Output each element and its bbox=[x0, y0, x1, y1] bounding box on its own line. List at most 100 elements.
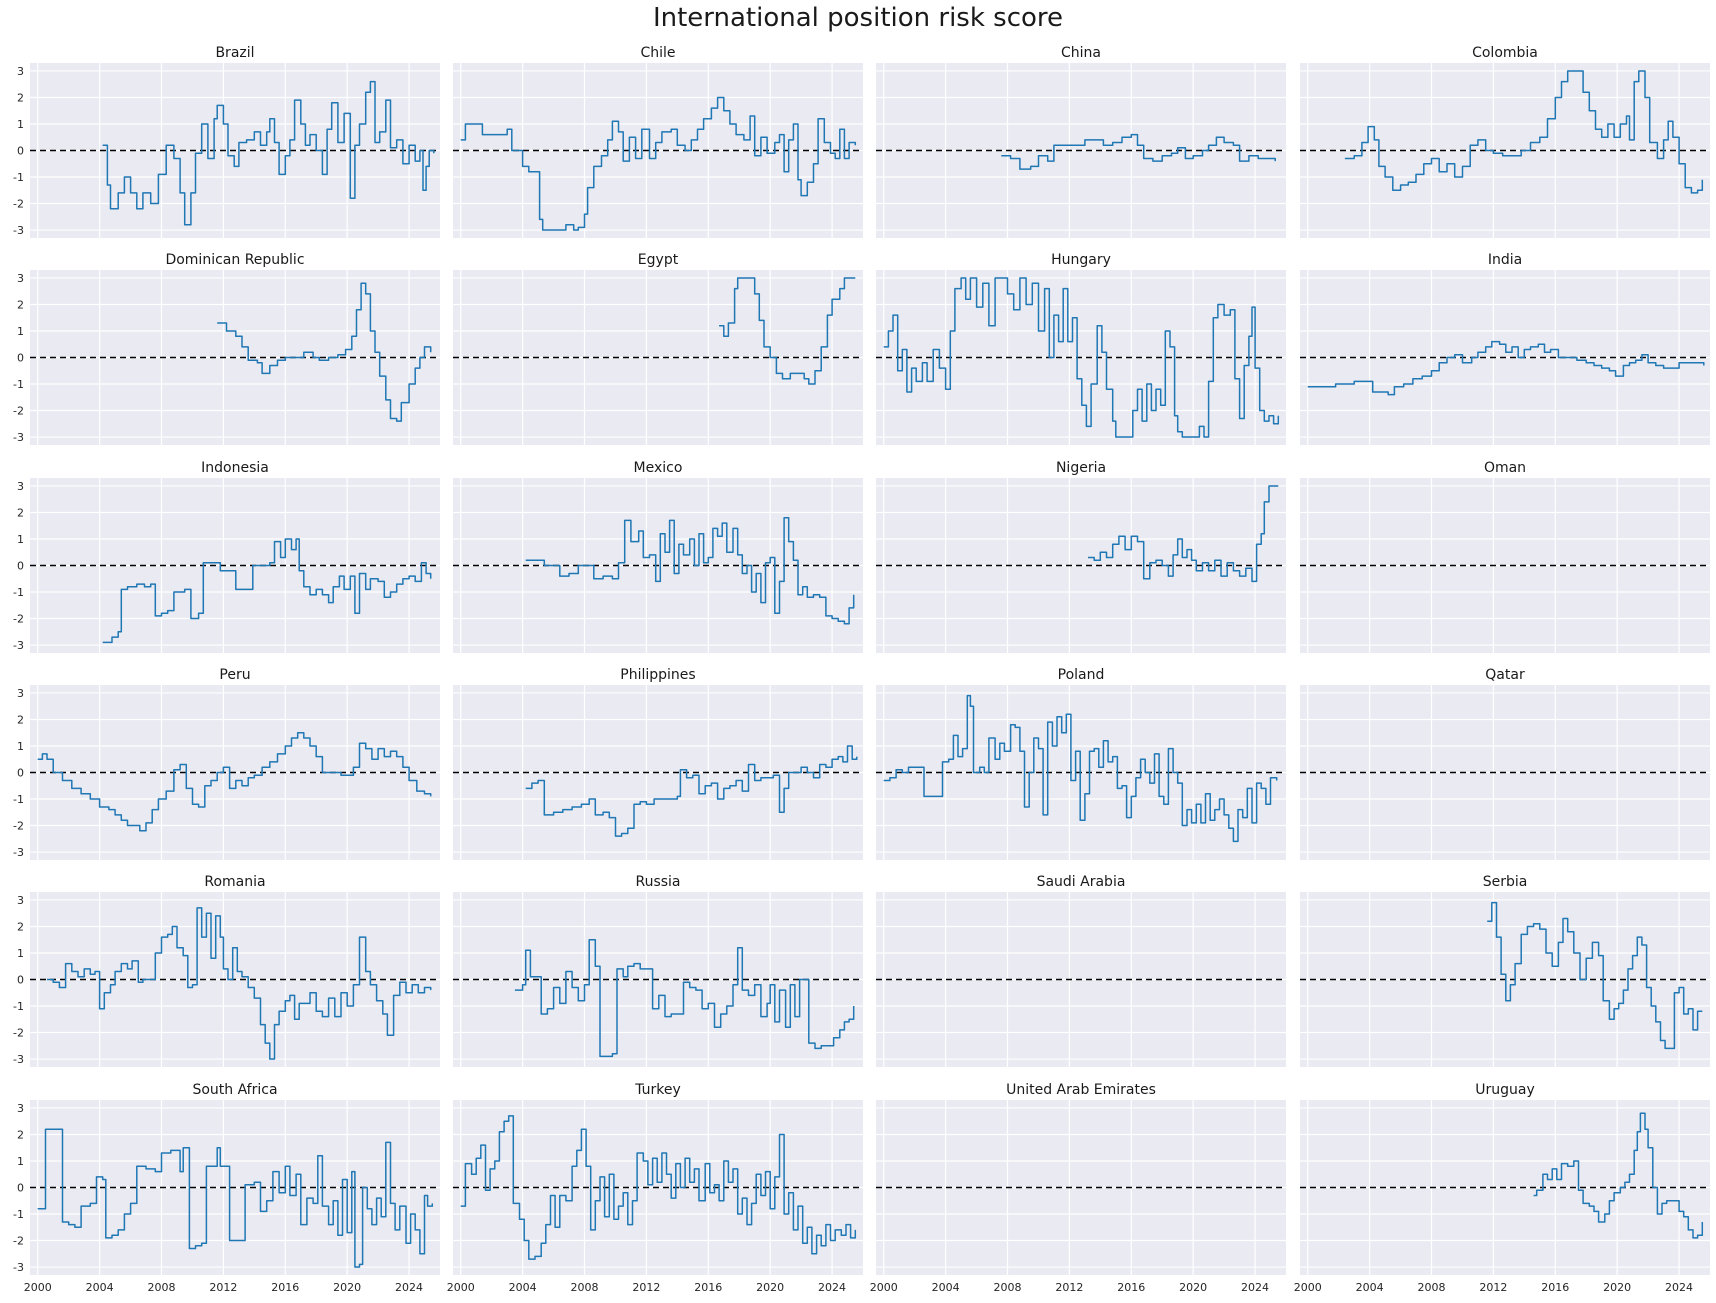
panel-title: Qatar bbox=[1485, 667, 1525, 683]
x-tick-label: 2024 bbox=[1665, 1281, 1693, 1294]
y-tick-label: 0 bbox=[17, 352, 24, 365]
series-line-russia bbox=[514, 938, 855, 1058]
panel-title: Oman bbox=[1484, 460, 1526, 476]
y-tick-label: 1 bbox=[17, 533, 24, 546]
panel-united-arab-emirates: United Arab Emirates 2000 2004 2008 2012 2016… bbox=[870, 1082, 1286, 1294]
y-tick-label: 1 bbox=[17, 325, 24, 338]
y-tick-label: -1 bbox=[13, 793, 24, 806]
y-tick-label: 1 bbox=[17, 118, 24, 131]
panel-romania: Romania -3 -2 -1 0 1 2 3 bbox=[13, 874, 440, 1067]
y-tick-label: 3 bbox=[17, 272, 24, 285]
y-tick-label: 2 bbox=[17, 506, 24, 519]
series-line-serbia bbox=[1487, 901, 1703, 1050]
x-tick-label: 2008 bbox=[1418, 1281, 1446, 1294]
x-tick-label: 2008 bbox=[994, 1281, 1022, 1294]
panel-poland: Poland bbox=[876, 667, 1286, 860]
x-tick-label: 2004 bbox=[1356, 1281, 1384, 1294]
series-line-poland bbox=[883, 694, 1278, 843]
panel-title: Poland bbox=[1058, 667, 1105, 683]
y-tick-label: -3 bbox=[13, 846, 24, 859]
x-tick-label: 2004 bbox=[86, 1281, 114, 1294]
panel-philippines: Philippines bbox=[453, 667, 863, 860]
x-tick-label: 2008 bbox=[148, 1281, 176, 1294]
y-tick-label: 0 bbox=[17, 974, 24, 987]
panel-title: Saudi Arabia bbox=[1037, 874, 1126, 890]
panel-peru: Peru -3 -2 -1 0 1 2 3 bbox=[13, 667, 440, 860]
x-tick-label: 2000 bbox=[24, 1281, 52, 1294]
figure-title: International position risk score bbox=[652, 3, 1064, 33]
panel-saudi-arabia: Saudi Arabia bbox=[876, 874, 1286, 1067]
x-tick-label: 2020 bbox=[333, 1281, 361, 1294]
series-line-peru bbox=[37, 731, 432, 832]
x-tick-label: 2016 bbox=[1117, 1281, 1145, 1294]
panel-dominican-republic: Dominican Republic -3 -2 -1 0 1 2 3 bbox=[13, 252, 440, 445]
panel-title: Serbia bbox=[1483, 874, 1528, 890]
panel-title: Russia bbox=[635, 874, 680, 890]
panel-title: United Arab Emirates bbox=[1006, 1082, 1156, 1098]
y-tick-label: -2 bbox=[13, 1027, 24, 1040]
y-tick-label: -2 bbox=[13, 820, 24, 833]
y-tick-label: 2 bbox=[17, 91, 24, 104]
series-line-brazil bbox=[102, 80, 435, 226]
y-tick-label: 0 bbox=[17, 767, 24, 780]
y-tick-label: 0 bbox=[17, 145, 24, 158]
series-line-china bbox=[1001, 133, 1276, 170]
series-line-turkey bbox=[460, 1115, 857, 1260]
series-line-south-africa bbox=[37, 1128, 434, 1268]
panel-china: China bbox=[876, 45, 1286, 238]
panel-title: Turkey bbox=[634, 1082, 681, 1098]
y-tick-label: 1 bbox=[17, 1155, 24, 1168]
x-tick-label: 2020 bbox=[756, 1281, 784, 1294]
x-tick-label: 2004 bbox=[509, 1281, 537, 1294]
x-tick-label: 2020 bbox=[1179, 1281, 1207, 1294]
panel-title: Brazil bbox=[215, 45, 254, 61]
panel-title: Colombia bbox=[1472, 45, 1538, 61]
y-tick-label: 3 bbox=[17, 894, 24, 907]
x-tick-label: 2000 bbox=[1294, 1281, 1322, 1294]
y-tick-label: -3 bbox=[13, 1261, 24, 1274]
y-tick-label: 3 bbox=[17, 687, 24, 700]
x-tick-label: 2024 bbox=[1241, 1281, 1269, 1294]
panel-brazil: Brazil -3 -2 -1 0 1 2 3 bbox=[13, 45, 440, 238]
series-line-hungary bbox=[883, 277, 1280, 438]
panel-title: Indonesia bbox=[201, 460, 269, 476]
panel-title: South Africa bbox=[192, 1082, 277, 1098]
panel-title: China bbox=[1061, 45, 1101, 61]
x-tick-label: 2024 bbox=[818, 1281, 846, 1294]
panel-serbia: Serbia bbox=[1300, 874, 1710, 1067]
series-line-india bbox=[1307, 340, 1705, 396]
panel-russia: Russia bbox=[453, 874, 863, 1067]
y-tick-label: 2 bbox=[17, 298, 24, 311]
panel-title: Hungary bbox=[1051, 252, 1111, 268]
y-tick-label: -2 bbox=[13, 405, 24, 418]
y-tick-label: -1 bbox=[13, 1208, 24, 1221]
series-line-dominican-republic bbox=[217, 282, 432, 422]
y-tick-label: 3 bbox=[17, 480, 24, 493]
panel-hungary: Hungary bbox=[876, 252, 1286, 445]
x-tick-label: 2024 bbox=[395, 1281, 423, 1294]
x-tick-label: 2000 bbox=[870, 1281, 898, 1294]
x-tick-label: 2004 bbox=[932, 1281, 960, 1294]
x-tick-label: 2016 bbox=[1541, 1281, 1569, 1294]
y-tick-label: 1 bbox=[17, 947, 24, 960]
panel-south-africa: South Africa -3 -2 -1 0 1 2 3 2000 2004 2008 2012 20… bbox=[13, 1082, 440, 1294]
series-line-romania bbox=[47, 907, 432, 1060]
y-tick-label: -3 bbox=[13, 1053, 24, 1066]
panel-title: Peru bbox=[219, 667, 250, 683]
panel-title: India bbox=[1488, 252, 1522, 268]
y-tick-label: 3 bbox=[17, 1102, 24, 1115]
x-tick-label: 2016 bbox=[694, 1281, 722, 1294]
panel-egypt: Egypt bbox=[453, 252, 863, 445]
panel-title: Mexico bbox=[634, 460, 683, 476]
series-line-indonesia bbox=[102, 538, 432, 644]
y-tick-label: -3 bbox=[13, 639, 24, 652]
panel-uruguay: Uruguay 2000 2004 2008 2012 2016 2020 2024 bbox=[1294, 1082, 1710, 1294]
series-line-mexico bbox=[525, 517, 855, 625]
y-tick-label: -1 bbox=[13, 378, 24, 391]
y-tick-label: 3 bbox=[17, 65, 24, 78]
series-line-uruguay bbox=[1533, 1112, 1704, 1239]
y-tick-label: 2 bbox=[17, 920, 24, 933]
x-tick-label: 2012 bbox=[209, 1281, 237, 1294]
